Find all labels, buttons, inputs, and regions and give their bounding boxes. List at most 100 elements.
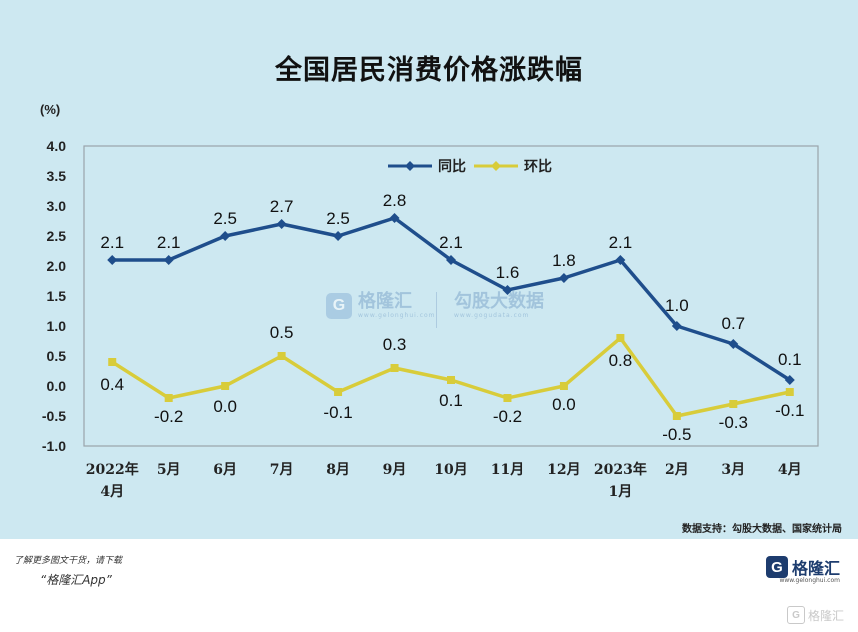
corner-watermark-text: 格隆汇: [807, 608, 844, 623]
x-tick-label: 4月: [100, 484, 124, 500]
chart-svg: 4.0 3.5 3.0 2.5 2.0 1.5 1.0 0.5 0.0 -0.5 -1.0 2022年…: [42, 138, 819, 500]
data-label: 0.0: [552, 395, 576, 414]
y-tick-label: -1.0: [42, 438, 66, 454]
footer: 了解更多图文干货，请下载 “格隆汇App” G 格隆汇 www.gelonghu…: [0, 539, 858, 632]
y-tick-label: 0.5: [47, 348, 67, 364]
data-label: -0.1: [323, 403, 352, 422]
footer-brand-sub: www.gelonghui.com: [779, 577, 840, 584]
data-point: [221, 382, 230, 390]
data-label: 2.5: [213, 209, 237, 228]
data-label: 0.4: [100, 375, 124, 394]
data-label: -0.2: [154, 407, 183, 426]
data-label: 2.5: [326, 209, 350, 228]
data-point: [163, 255, 174, 265]
data-label: -0.3: [719, 413, 748, 432]
data-point: [277, 352, 286, 360]
data-point: [616, 334, 625, 342]
data-point: [446, 255, 456, 265]
x-tick-label: 7月: [270, 462, 294, 478]
legend-label: 环比: [524, 158, 552, 175]
data-label: 1.0: [665, 296, 689, 315]
x-tick-label: 12月: [547, 462, 580, 478]
data-point: [785, 388, 794, 396]
data-label: -0.2: [493, 407, 522, 426]
x-tick-label: 2023年: [594, 461, 647, 478]
x-tick-label: 1月: [609, 484, 633, 500]
data-point: [615, 255, 626, 265]
watermark-gelonghui: G 格隆汇 www.gelonghui.com: [326, 292, 436, 319]
x-tick-label: 11月: [491, 462, 524, 478]
data-point: [502, 285, 513, 295]
y-axis-unit: (%): [40, 102, 61, 117]
data-label: 2.1: [100, 233, 124, 252]
x-tick-label: 8月: [326, 462, 350, 478]
data-label: 0.7: [721, 314, 745, 333]
watermark-left-sub: www.gelonghui.com: [358, 312, 436, 319]
plot-area: [83, 145, 819, 447]
data-point: [276, 219, 287, 229]
corner-logo-icon: G: [786, 606, 805, 624]
footer-app-name: “格隆汇App”: [40, 573, 112, 587]
y-tick-label: 0.0: [47, 378, 67, 394]
data-label: 2.1: [609, 233, 633, 252]
data-point: [672, 412, 681, 420]
data-point: [503, 394, 512, 402]
y-tick-label: 2.5: [47, 228, 67, 244]
data-point: [389, 213, 400, 223]
data-point: [729, 400, 738, 408]
data-point: [334, 388, 343, 396]
gelonghui-logo-icon: G: [765, 556, 788, 578]
watermark-right-sub: www.gogudata.com: [454, 312, 530, 319]
y-tick-label: 1.5: [47, 288, 67, 304]
data-label: 0.0: [213, 397, 237, 416]
data-label: -0.5: [662, 425, 691, 444]
data-point: [559, 382, 568, 390]
data-label: 2.1: [157, 233, 181, 252]
x-tick-label: 2022年: [86, 461, 139, 478]
x-tick-label: 2月: [665, 462, 689, 478]
legend-label: 同比: [438, 158, 466, 175]
data-label: 0.3: [383, 335, 407, 354]
data-point: [220, 231, 231, 241]
data-point: [107, 255, 118, 265]
y-tick-label: 4.0: [47, 138, 67, 154]
data-point: [333, 231, 344, 241]
data-label: 0.1: [439, 391, 463, 410]
x-tick-label: 9月: [383, 462, 407, 478]
footer-download-text: 了解更多图文干货，请下载: [14, 556, 123, 566]
legend-marker: [405, 161, 415, 171]
data-label: -0.1: [775, 401, 804, 420]
data-label: 1.6: [496, 263, 520, 282]
data-label: 2.1: [439, 233, 463, 252]
data-label: 0.1: [778, 350, 802, 369]
x-tick-label: 4月: [778, 462, 802, 478]
data-label: 2.7: [270, 197, 294, 216]
y-tick-label: 2.0: [47, 258, 67, 274]
legend-marker: [491, 161, 501, 171]
data-point: [447, 376, 455, 384]
y-tick-label: 3.5: [47, 168, 67, 184]
footer-brand[interactable]: G 格隆汇: [765, 555, 840, 579]
data-point: [164, 394, 173, 402]
x-tick-label: 10月: [434, 462, 467, 478]
data-point: [728, 339, 739, 349]
data-label: 0.8: [609, 351, 633, 370]
watermark-divider: [436, 292, 437, 328]
data-point: [390, 364, 399, 372]
data-point: [108, 358, 117, 366]
data-point: [671, 321, 682, 331]
watermark-left-text: 格隆汇: [358, 291, 412, 312]
y-tick-label: 1.0: [47, 318, 67, 334]
x-tick-label: 5月: [157, 462, 181, 478]
data-point: [558, 273, 569, 283]
data-source: 数据支持：勾股大数据、国家统计局: [682, 524, 842, 535]
x-tick-label: 3月: [721, 462, 745, 478]
y-tick-label: 3.0: [47, 198, 67, 214]
footer-brand-text: 格隆汇: [791, 559, 840, 578]
gelonghui-logo-icon: G: [326, 292, 352, 319]
data-label: 1.8: [552, 251, 576, 270]
data-label: 2.8: [383, 191, 407, 210]
data-point: [784, 375, 795, 385]
watermark-right-text: 勾股大数据: [454, 291, 544, 312]
